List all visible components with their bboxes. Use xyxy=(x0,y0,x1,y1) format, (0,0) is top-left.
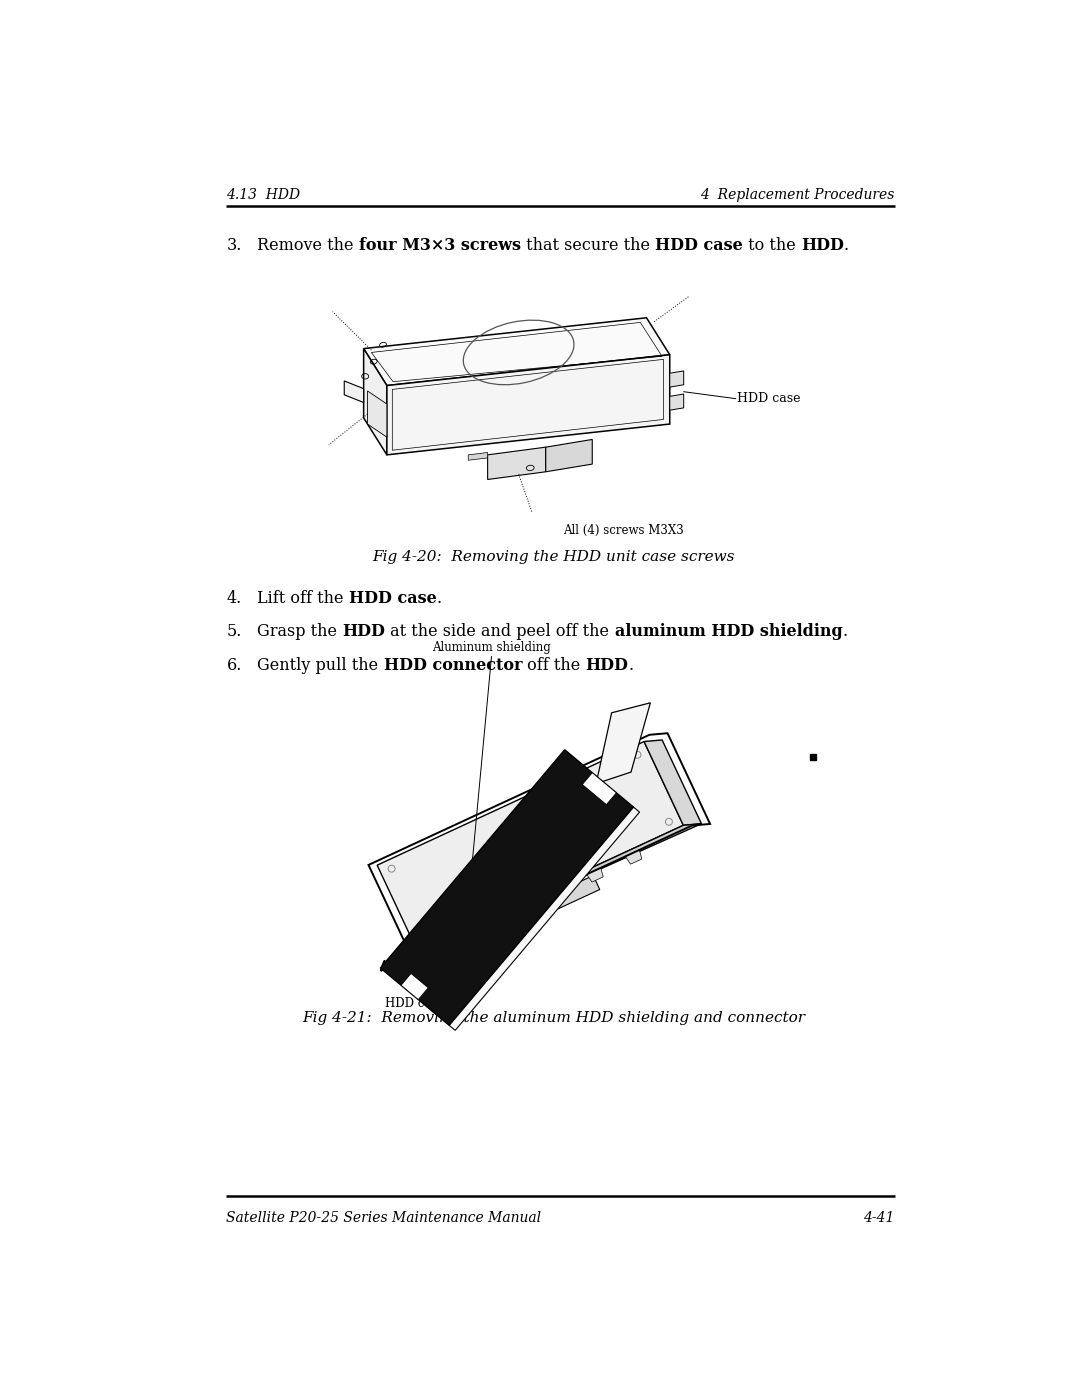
Text: 4.13  HDD: 4.13 HDD xyxy=(227,187,300,201)
Text: 4-41: 4-41 xyxy=(863,1211,894,1225)
Polygon shape xyxy=(449,807,639,1031)
Text: .: . xyxy=(629,657,634,673)
Ellipse shape xyxy=(504,802,575,872)
Text: HDD case: HDD case xyxy=(656,237,743,254)
Polygon shape xyxy=(545,440,592,472)
Text: Gently pull the: Gently pull the xyxy=(257,657,383,673)
Polygon shape xyxy=(390,946,422,972)
Polygon shape xyxy=(644,740,701,826)
Text: HDD case: HDD case xyxy=(349,591,436,608)
Polygon shape xyxy=(345,381,364,402)
Polygon shape xyxy=(586,868,604,882)
Text: Satellite P20-25 Series Maintenance Manual: Satellite P20-25 Series Maintenance Manu… xyxy=(227,1211,541,1225)
Polygon shape xyxy=(582,773,617,805)
Text: .: . xyxy=(843,237,849,254)
Text: HDD: HDD xyxy=(801,237,843,254)
Text: off the: off the xyxy=(523,657,585,673)
Polygon shape xyxy=(670,372,684,387)
Text: 3.: 3. xyxy=(227,237,242,254)
Polygon shape xyxy=(377,742,684,949)
Polygon shape xyxy=(380,750,634,1025)
Polygon shape xyxy=(364,349,387,455)
Polygon shape xyxy=(510,904,526,918)
Text: HDD connector: HDD connector xyxy=(383,657,523,673)
Text: to the: to the xyxy=(743,237,801,254)
Text: HDD case: HDD case xyxy=(738,393,800,405)
Polygon shape xyxy=(469,453,488,460)
Text: .: . xyxy=(842,623,848,640)
Text: Fig 4-20:  Removing the HDD unit case screws: Fig 4-20: Removing the HDD unit case scr… xyxy=(373,550,734,564)
Text: All (4) screws M3X3: All (4) screws M3X3 xyxy=(563,524,684,538)
Text: 4  Replacement Procedures: 4 Replacement Procedures xyxy=(700,187,894,201)
Polygon shape xyxy=(364,317,670,386)
Text: at the side and peel off the: at the side and peel off the xyxy=(386,623,615,640)
Polygon shape xyxy=(395,876,599,981)
Polygon shape xyxy=(548,886,565,900)
Text: Aluminum shielding: Aluminum shielding xyxy=(432,641,551,654)
Polygon shape xyxy=(471,922,487,936)
Polygon shape xyxy=(401,974,429,1000)
Polygon shape xyxy=(432,939,448,954)
Text: 6.: 6. xyxy=(227,657,242,673)
Text: Fig 4-21:  Removing the aluminum HDD shielding and connector: Fig 4-21: Removing the aluminum HDD shie… xyxy=(302,1011,805,1025)
Text: Grasp the: Grasp the xyxy=(257,623,342,640)
Text: HDD connector: HDD connector xyxy=(386,996,477,1010)
Polygon shape xyxy=(488,447,545,479)
Polygon shape xyxy=(670,394,684,411)
Text: Remove the: Remove the xyxy=(257,237,359,254)
Text: that secure the: that secure the xyxy=(521,237,656,254)
Polygon shape xyxy=(417,824,701,950)
Text: Lift off the: Lift off the xyxy=(257,591,349,608)
Text: HDD: HDD xyxy=(342,623,386,640)
Text: 4.: 4. xyxy=(227,591,242,608)
Polygon shape xyxy=(625,849,642,865)
Polygon shape xyxy=(387,355,670,455)
Text: aluminum HDD shielding: aluminum HDD shielding xyxy=(615,623,842,640)
Text: four M3×3 screws: four M3×3 screws xyxy=(359,237,521,254)
Text: .: . xyxy=(436,591,442,608)
Polygon shape xyxy=(367,391,387,437)
Text: 5.: 5. xyxy=(227,623,242,640)
Text: HDD: HDD xyxy=(585,657,629,673)
Polygon shape xyxy=(596,703,650,784)
